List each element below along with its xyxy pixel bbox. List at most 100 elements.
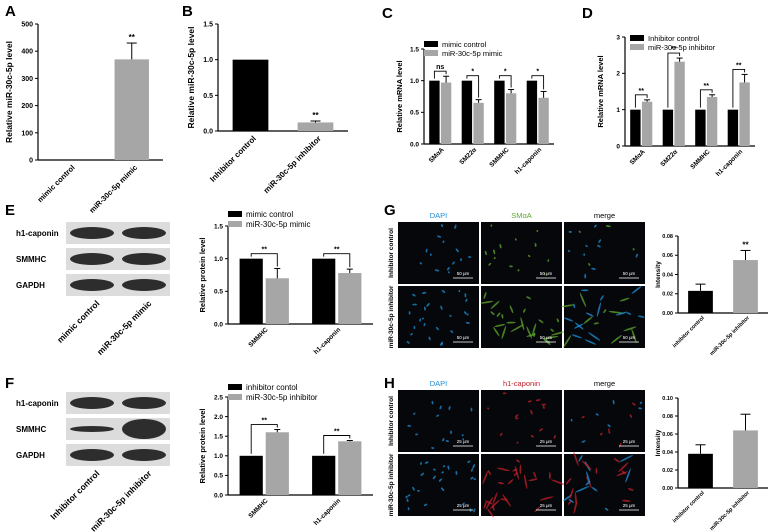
blot-band <box>122 449 166 461</box>
cell-spot <box>556 318 560 323</box>
cell-spot <box>455 470 458 475</box>
blot-band <box>122 397 166 409</box>
legend-swatch-0 <box>630 35 644 41</box>
cell-spot <box>530 409 533 415</box>
cell-spot <box>539 428 543 432</box>
significance-mark: * <box>471 69 474 76</box>
y-tick-label: 1.0 <box>410 78 419 85</box>
cell-spot <box>468 256 472 258</box>
panel-label-C: C <box>382 5 393 22</box>
cell-spot <box>462 502 465 506</box>
y-tick-label: 1.0 <box>214 453 223 460</box>
cell-spot <box>585 312 594 317</box>
bar-1-0 <box>265 278 289 324</box>
micrograph-row-label: miR-30c-5p inhibitor <box>388 285 395 348</box>
chart-D: 0 1 2 3 Relative mRNA level ** SMαA ** SM22α ** SM… <box>596 34 755 178</box>
significance-mark: ** <box>671 46 677 53</box>
category-label: SM22α <box>659 148 679 168</box>
cell-spot <box>442 465 446 468</box>
cell-spot <box>623 326 637 332</box>
cell-spot <box>579 292 587 308</box>
cell-spot <box>417 489 420 492</box>
cell-spot <box>452 261 455 265</box>
scale-bar-label: 50 μm <box>457 271 470 276</box>
cell-spot <box>487 470 492 475</box>
cell-spot <box>582 460 592 470</box>
cell-spot <box>449 314 452 317</box>
micrograph-tile <box>564 222 645 284</box>
cell-spot <box>493 256 496 260</box>
y-tick-label: 0.02 <box>662 468 673 474</box>
scale-bar-label: 25 μm <box>457 439 470 444</box>
cell-spot <box>570 418 573 422</box>
cell-spot <box>490 300 500 310</box>
cell-spot <box>497 482 505 485</box>
category-label: h1-caponin <box>715 148 744 177</box>
blot-band <box>70 397 114 409</box>
cell-spot <box>585 244 588 248</box>
cell-spot <box>548 471 551 480</box>
bar-1-2 <box>706 96 718 146</box>
significance-bracket <box>732 68 746 108</box>
scale-bar-label: 50 μm <box>623 271 636 276</box>
bar-0-3 <box>727 109 739 146</box>
bar-0 <box>232 59 269 131</box>
bar-1-3 <box>538 97 549 144</box>
cell-spot <box>523 474 528 490</box>
cell-spot <box>608 311 624 314</box>
y-tick-label: 0.00 <box>662 486 673 492</box>
bar-1-1 <box>338 273 362 324</box>
cell-spot <box>598 239 602 243</box>
cell-spot <box>490 224 493 227</box>
cell-spot <box>445 440 450 443</box>
cell-spot <box>489 499 500 509</box>
significance-bracket <box>466 75 480 98</box>
micrograph-col-label: merge <box>594 211 615 220</box>
scale-bar-label: 50 μm <box>623 335 636 340</box>
cell-spot <box>595 413 599 416</box>
cell-spot <box>615 311 628 316</box>
micrograph-row-label: Inhibitor control <box>388 228 395 278</box>
cell-spot <box>595 467 598 475</box>
legend-entry-0: mimic control <box>442 40 487 49</box>
y-tick-label: 0 <box>29 157 33 164</box>
cell-spot <box>543 335 559 340</box>
category-label: miR-30c-5p mimic <box>87 163 139 215</box>
micrograph-col-label: SMαA <box>511 211 532 220</box>
significance-bracket <box>323 435 351 454</box>
bar-1-0 <box>641 101 653 146</box>
bar-0-1 <box>461 80 473 144</box>
scale-bar-label: 50 μm <box>457 335 470 340</box>
cell-spot <box>515 417 519 420</box>
micrograph-row-label: miR-30c-5p inhibitor <box>388 453 395 516</box>
cell-spot <box>616 471 628 477</box>
y-tick-label: 3 <box>616 34 620 41</box>
cell-spot <box>607 428 610 431</box>
cell-spot <box>464 293 467 298</box>
cell-spot <box>407 494 411 497</box>
cell-spot <box>422 291 427 294</box>
cell-spot <box>568 498 574 503</box>
blot-band <box>70 253 114 265</box>
cell-spot <box>434 269 440 272</box>
cell-spot <box>442 240 445 244</box>
cell-spot <box>463 311 467 315</box>
significance-mark: ns <box>436 64 444 71</box>
cell-spot <box>527 254 531 258</box>
panel-label-G: G <box>384 202 396 219</box>
cell-spot <box>429 253 432 256</box>
bar-0-0 <box>239 455 263 495</box>
cell-spot <box>528 478 539 482</box>
chart-H: 0.00 0.02 0.04 0.06 0.08 0.10 Intensity inhibit… <box>655 396 768 532</box>
cell-spot <box>406 498 409 503</box>
bar-0-2 <box>494 80 505 144</box>
cell-spot <box>619 297 630 302</box>
legend-swatch-0 <box>424 41 438 47</box>
cell-spot <box>426 303 430 307</box>
cell-spot <box>405 495 408 499</box>
cell-spot <box>631 286 642 294</box>
cell-spot <box>571 334 582 339</box>
cell-spot <box>569 488 574 500</box>
cell-spot <box>413 325 416 330</box>
cell-spot <box>455 248 459 253</box>
